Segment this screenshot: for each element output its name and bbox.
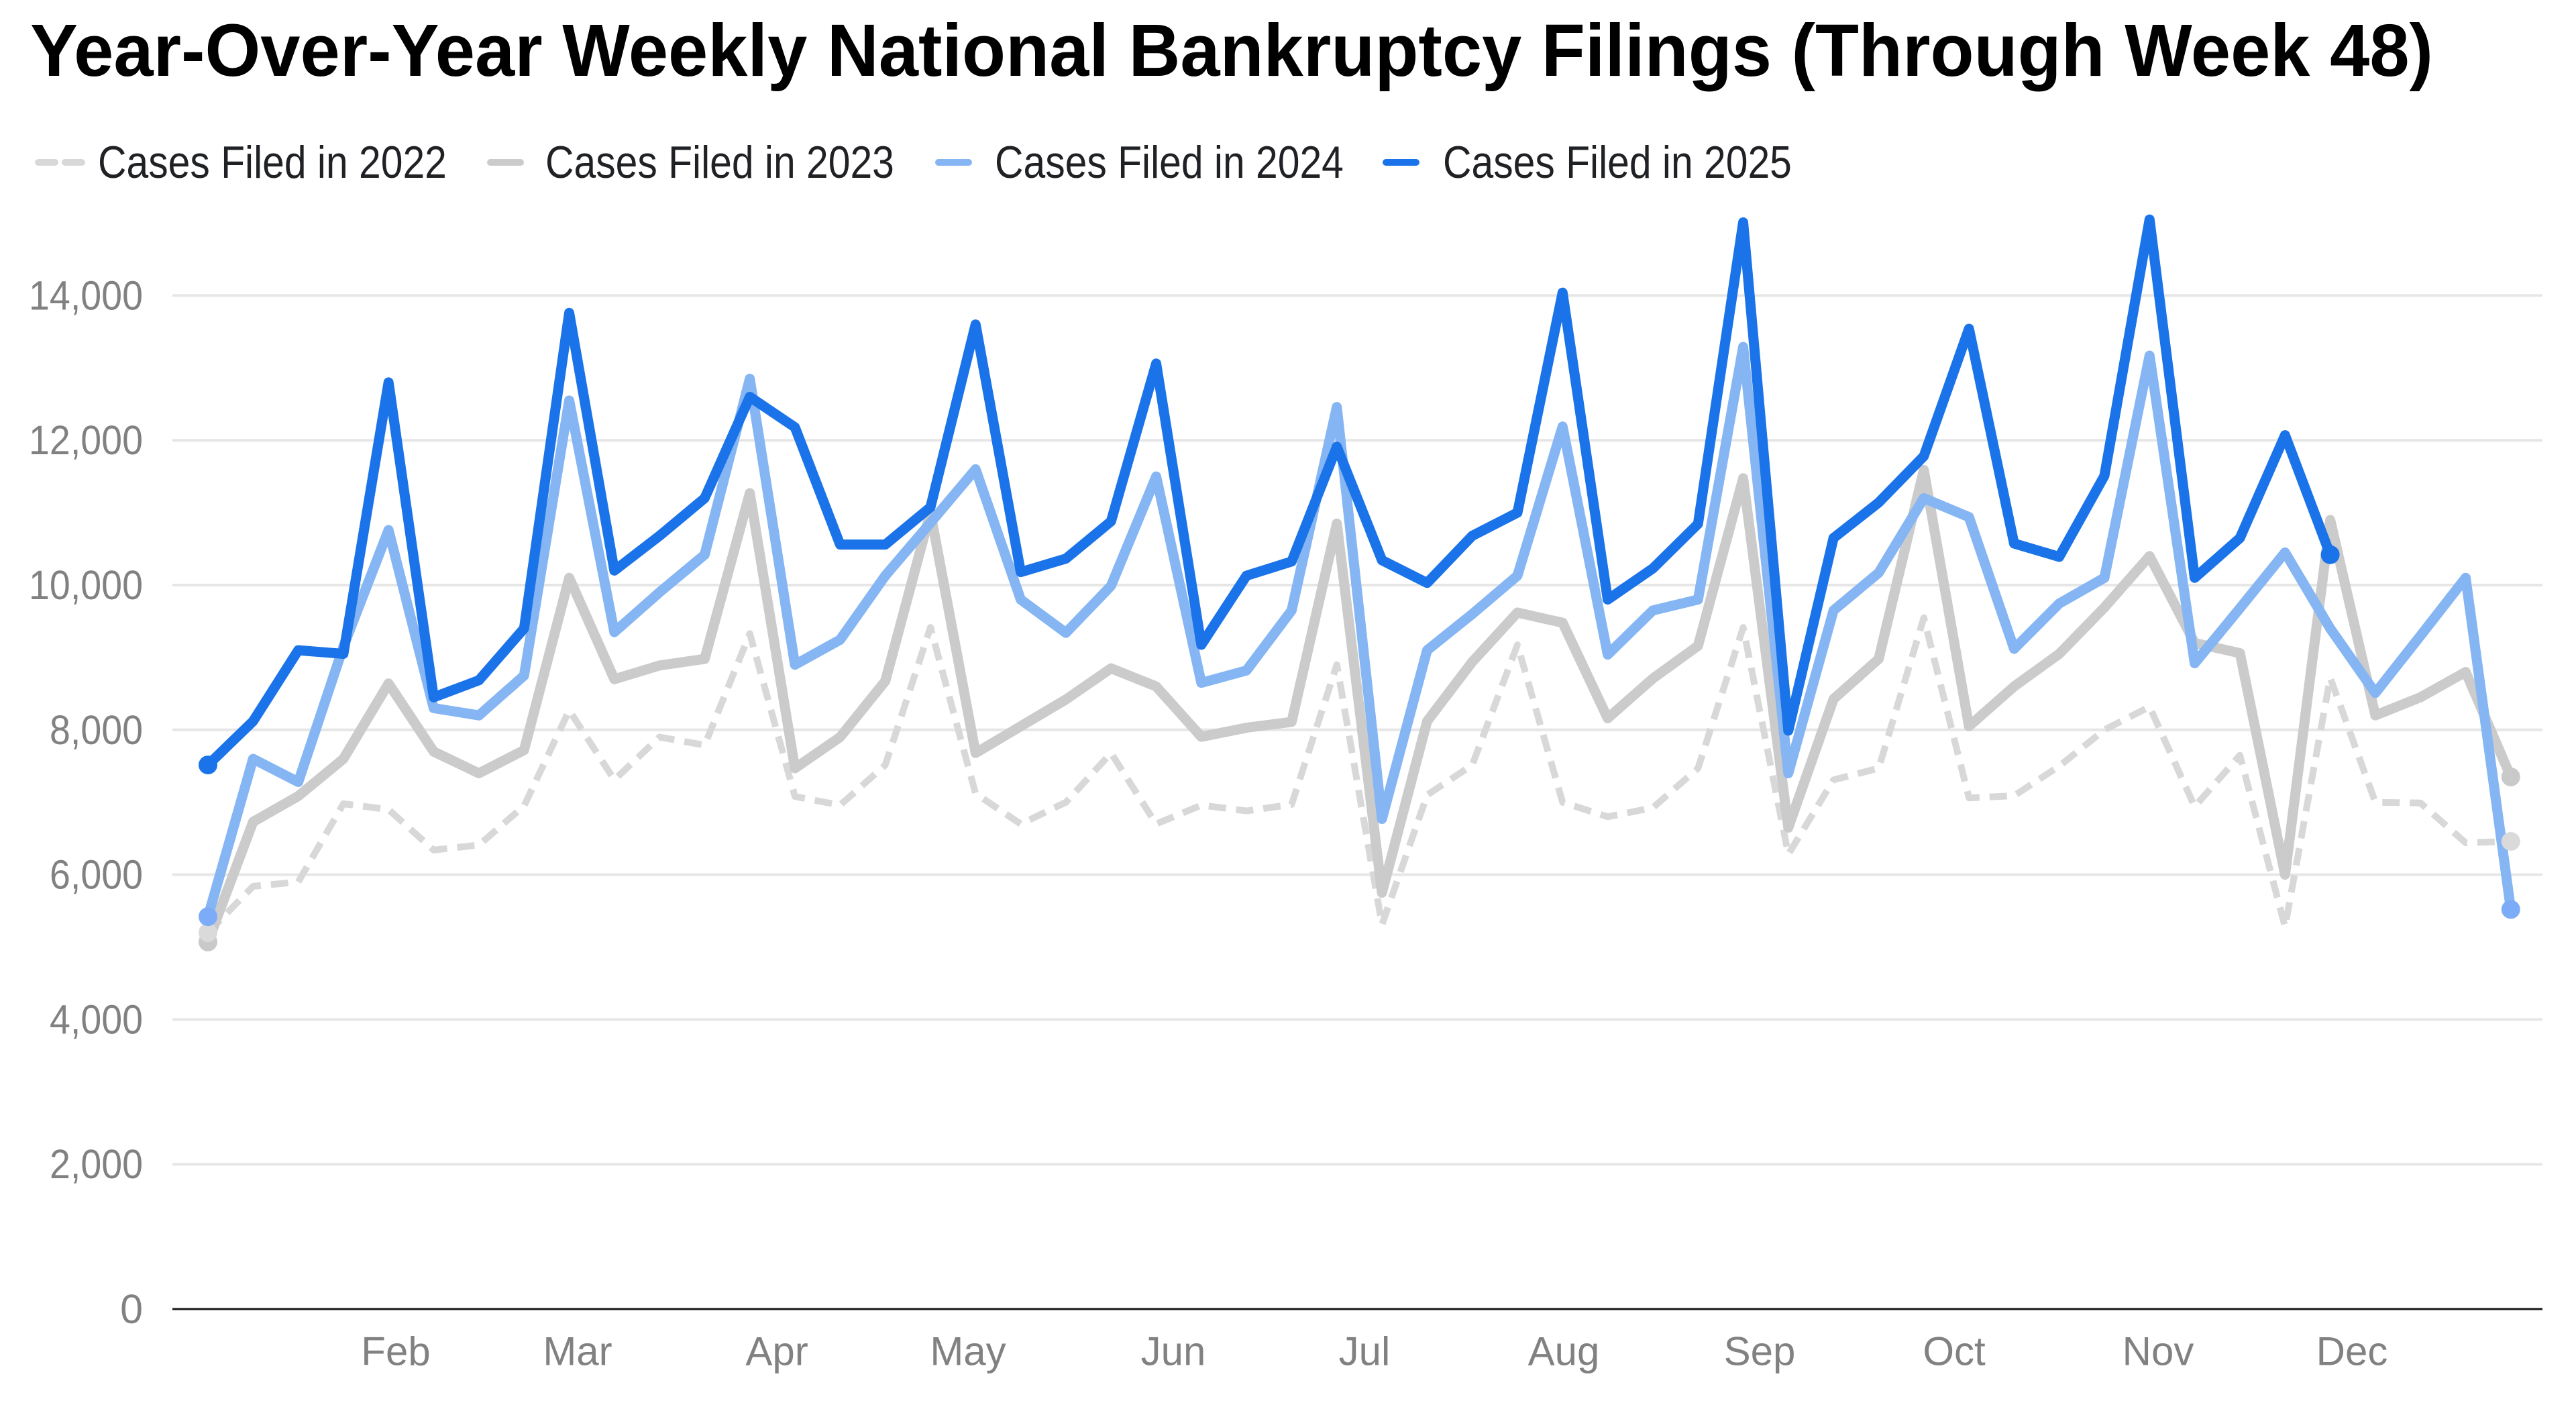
svg-text:Oct: Oct [1923, 1329, 1986, 1374]
svg-text:Mar: Mar [543, 1329, 612, 1374]
svg-text:May: May [930, 1329, 1006, 1374]
svg-text:Jul: Jul [1339, 1329, 1391, 1374]
svg-text:4,000: 4,000 [50, 996, 143, 1042]
svg-text:0: 0 [120, 1286, 143, 1332]
svg-text:14,000: 14,000 [29, 272, 143, 318]
svg-text:10,000: 10,000 [29, 562, 143, 608]
svg-text:Sep: Sep [1724, 1329, 1796, 1374]
svg-text:2,000: 2,000 [50, 1141, 143, 1187]
svg-text:Feb: Feb [361, 1329, 430, 1374]
svg-text:12,000: 12,000 [29, 417, 143, 463]
svg-text:Apr: Apr [745, 1329, 808, 1374]
svg-text:Jun: Jun [1141, 1329, 1206, 1374]
svg-text:8,000: 8,000 [50, 707, 143, 753]
svg-text:Dec: Dec [2316, 1329, 2388, 1374]
svg-text:Aug: Aug [1528, 1329, 1600, 1374]
svg-text:Nov: Nov [2123, 1329, 2194, 1374]
svg-text:6,000: 6,000 [50, 852, 143, 898]
